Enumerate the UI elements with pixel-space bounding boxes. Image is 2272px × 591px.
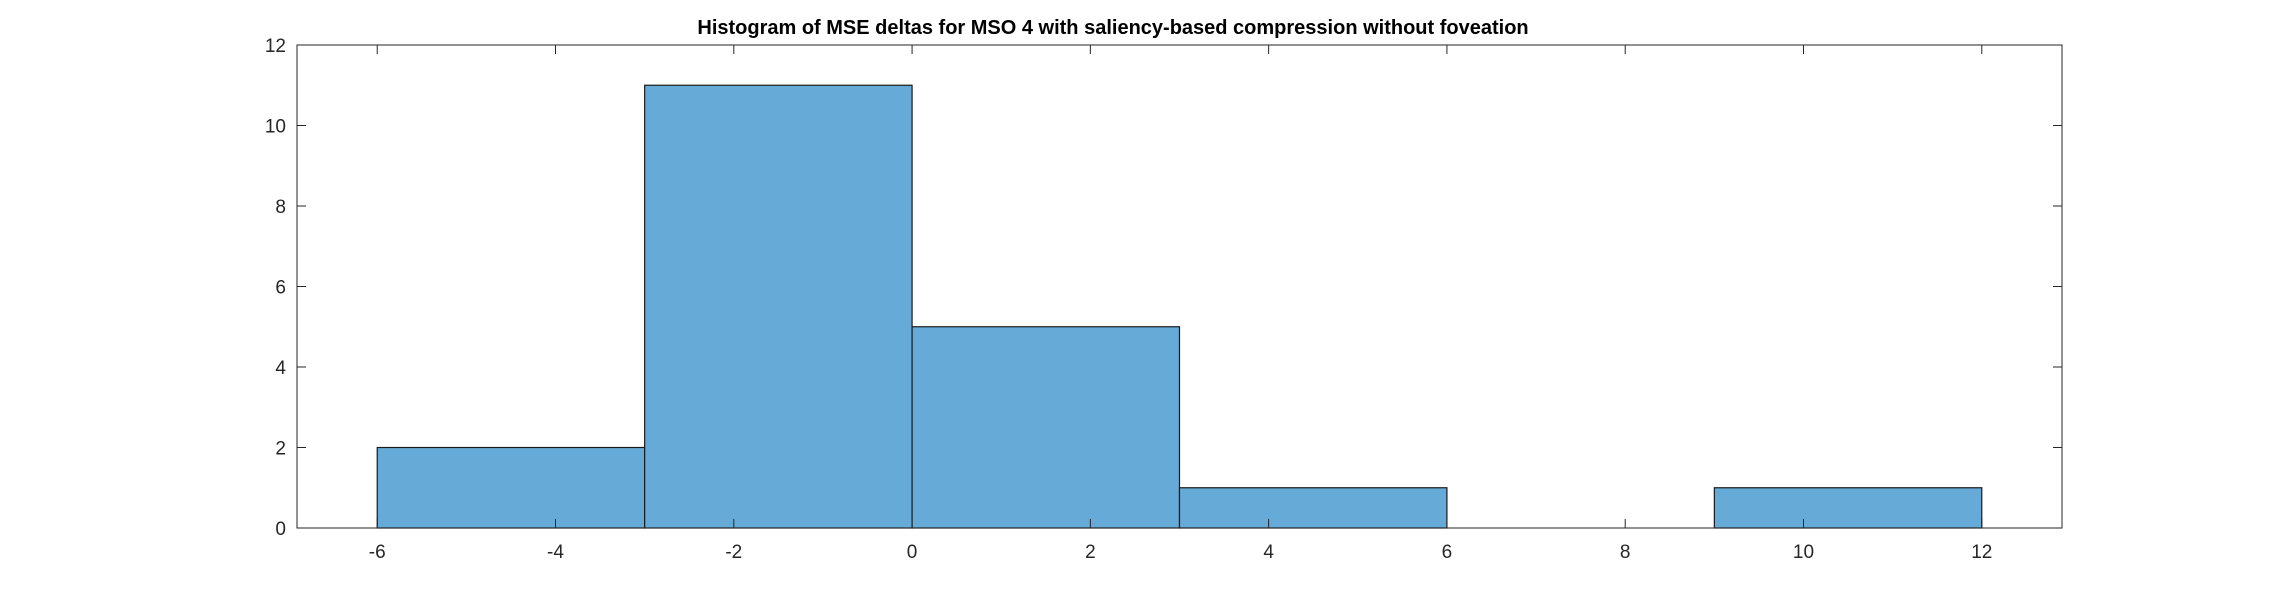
x-tick-label: 0	[907, 542, 918, 563]
x-tick-label: -6	[369, 542, 386, 563]
plot-area-box	[296, 44, 2063, 529]
y-tick-label: 4	[275, 358, 286, 379]
y-tick-label: 2	[275, 439, 286, 460]
x-tick-labels: -6 -4 -2 0 2 4 6 8 10 12	[369, 542, 1993, 563]
y-tick-label: 6	[275, 278, 286, 299]
histogram-bar	[376, 446, 646, 529]
x-tick-label: 8	[1620, 542, 1631, 563]
chart-title: Histogram of MSE deltas for MSO 4 with s…	[697, 17, 1528, 39]
y-tick-label: 12	[265, 36, 286, 57]
x-tick-label: 10	[1793, 542, 1814, 563]
x-tick-label: 6	[1442, 542, 1453, 563]
histogram-bar	[1178, 487, 1448, 529]
x-tick-label: -4	[547, 542, 564, 563]
x-tick-label: 2	[1085, 542, 1096, 563]
y-tick-label: 0	[275, 519, 286, 540]
bars-group	[376, 84, 1983, 529]
histogram-bar	[911, 326, 1181, 529]
y-tick-label: 10	[265, 117, 286, 138]
ticks-group	[297, 44, 2062, 529]
x-tick-label: 12	[1971, 542, 1992, 563]
y-tick-labels: 0 2 4 6 8 10 12	[265, 36, 287, 540]
x-tick-label: -2	[725, 542, 742, 563]
x-tick-label: 4	[1263, 542, 1274, 563]
histogram-bar	[1713, 487, 1983, 529]
y-tick-label: 8	[275, 197, 286, 218]
histogram-bar	[644, 84, 913, 529]
